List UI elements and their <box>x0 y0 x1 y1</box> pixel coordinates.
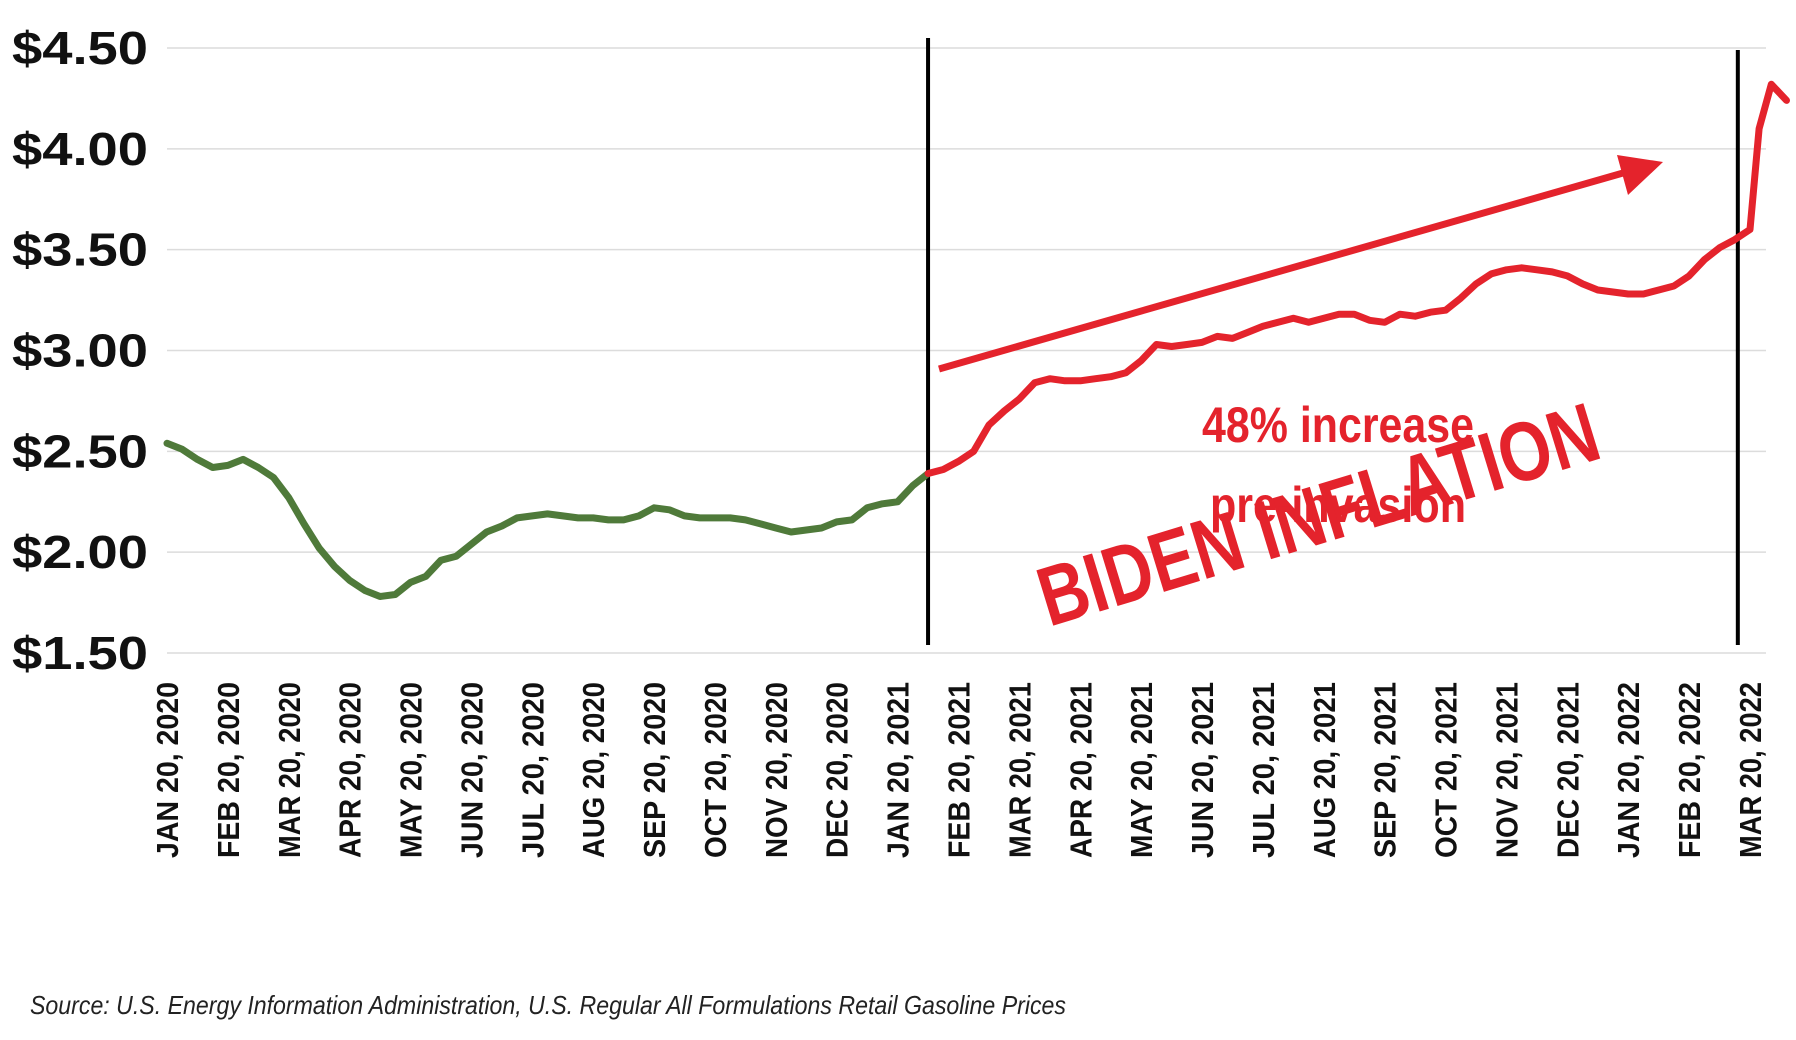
x-tick-label: AUG 20, 2020 <box>576 682 611 858</box>
x-tick-label: APR 20, 2020 <box>333 682 368 858</box>
annotation-percent-increase: 48% increase <box>1202 397 1474 453</box>
x-tick-label: JAN 20, 2020 <box>150 682 185 858</box>
x-tick-label: OCT 20, 2020 <box>698 682 733 858</box>
x-tick-label: OCT 20, 2021 <box>1429 682 1464 858</box>
x-tick-label: JUN 20, 2021 <box>1185 682 1220 858</box>
x-tick-label: DEC 20, 2021 <box>1550 682 1585 858</box>
y-tick-label: $3.00 <box>12 325 148 377</box>
x-tick-label: MAR 20, 2022 <box>1733 682 1768 858</box>
x-tick-label: JAN 20, 2021 <box>881 682 916 858</box>
annotation-pre-invasion: pre-invasion <box>1210 477 1466 533</box>
y-tick-label: $2.00 <box>12 526 148 578</box>
source-caption: Source: U.S. Energy Information Administ… <box>30 990 1066 1020</box>
x-axis-ticks: JAN 20, 2020 FEB 20, 2020 MAR 20, 2020 APR … <box>150 682 1768 858</box>
x-tick-label: FEB 20, 2021 <box>942 682 977 858</box>
x-tick-label: SEP 20, 2020 <box>637 682 672 858</box>
y-tick-label: $4.00 <box>12 123 148 175</box>
x-tick-label: MAY 20, 2020 <box>394 682 429 858</box>
series-lines <box>163 80 1790 600</box>
y-tick-label: $4.50 <box>12 22 148 74</box>
x-tick-label: DEC 20, 2020 <box>820 682 855 858</box>
y-tick-label: $2.50 <box>12 425 148 477</box>
series-line-1 <box>163 439 932 600</box>
x-tick-label: AUG 20, 2021 <box>1307 682 1342 858</box>
y-tick-label: $3.50 <box>12 224 148 276</box>
x-tick-label: NOV 20, 2020 <box>759 682 794 858</box>
vertical-markers <box>926 38 1740 645</box>
x-tick-label: MAR 20, 2021 <box>1002 682 1037 858</box>
trend-arrow-head <box>1617 155 1663 195</box>
series-line-2 <box>924 80 1790 477</box>
x-tick-label: FEB 20, 2020 <box>211 682 246 858</box>
y-axis-ticks: $4.50 $4.00 $3.50 $3.00 $2.50 $2.00 $1.50 <box>12 22 148 679</box>
x-tick-label: MAY 20, 2021 <box>1124 682 1159 858</box>
x-tick-label: MAR 20, 2020 <box>272 682 307 858</box>
x-tick-label: APR 20, 2021 <box>1063 682 1098 858</box>
x-tick-label: JUL 20, 2021 <box>1246 682 1281 858</box>
x-tick-label: FEB 20, 2022 <box>1672 682 1707 858</box>
y-tick-label: $1.50 <box>12 627 148 679</box>
x-tick-label: JUN 20, 2020 <box>454 682 489 858</box>
gridlines <box>167 47 1766 654</box>
x-tick-label: NOV 20, 2021 <box>1489 682 1524 858</box>
x-tick-label: JAN 20, 2022 <box>1611 682 1646 858</box>
x-tick-label: JUL 20, 2020 <box>515 682 550 858</box>
x-tick-label: SEP 20, 2021 <box>1368 682 1403 858</box>
trend-arrow-shaft <box>938 167 1631 373</box>
